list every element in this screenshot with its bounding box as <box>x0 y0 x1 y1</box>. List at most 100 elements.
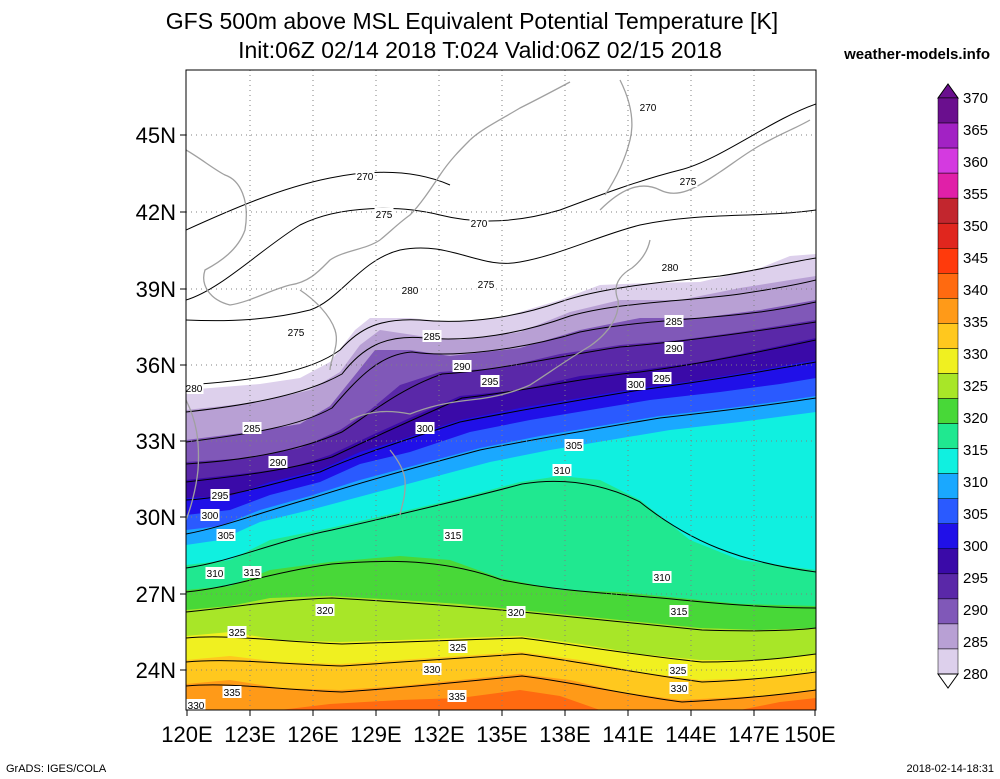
gridlines <box>186 70 816 710</box>
contour-label: 270 <box>640 103 657 114</box>
contour-label-bg <box>668 664 688 676</box>
contour-label: 275 <box>376 210 393 221</box>
contour-label: 270 <box>357 172 374 183</box>
map-title: GFS 500m above MSL Equivalent Potential … <box>165 8 779 34</box>
contour-label-bg <box>669 605 689 617</box>
contour-label-bg <box>678 175 698 187</box>
colorbar-swatch <box>937 222 959 249</box>
lon-label: 120E <box>161 722 212 747</box>
colorbar-swatch <box>937 598 959 625</box>
lat-label: 39N <box>136 277 176 302</box>
contour-label: 315 <box>244 568 261 579</box>
colorbar-label: 330 <box>963 346 988 363</box>
colorbar-arrow-top <box>937 83 959 99</box>
contour-label: 315 <box>445 531 462 542</box>
contour-label-bg <box>564 439 584 451</box>
theta-e-field: 270 270 270 275 275 275 275 280 280 280 285 285 285 2… <box>186 70 816 712</box>
contour-label-bg <box>268 456 288 468</box>
contour-label: 305 <box>218 531 235 542</box>
colorbar-swatch <box>937 573 959 600</box>
colorbar-label: 305 <box>963 506 988 523</box>
colorbar-swatch <box>937 122 959 149</box>
contour-label: 275 <box>288 328 305 339</box>
longitude-labels: 120E 123E 126E 129E 132E 135E 138E 141E … <box>161 722 835 747</box>
map-subtitle: Init:06Z 02/14 2018 T:024 Valid:06Z 02/1… <box>238 37 722 63</box>
contour-label-bg <box>286 326 306 338</box>
lon-label: 129E <box>350 722 401 747</box>
contour-label-bg <box>227 626 247 638</box>
colorbar-swatch <box>937 473 959 499</box>
contour-label: 290 <box>270 458 287 469</box>
band-darkorange-east <box>740 698 816 710</box>
colorbar-swatch <box>937 298 959 324</box>
colorbar-swatch <box>937 423 959 449</box>
contour-label: 335 <box>224 688 241 699</box>
contour-label: 325 <box>670 666 687 677</box>
colorbar-label: 365 <box>963 122 988 139</box>
colorbar-swatch <box>937 648 959 675</box>
colorbar-label: 320 <box>963 410 988 427</box>
contour-label: 290 <box>666 344 683 355</box>
colorbar-swatch <box>937 348 959 374</box>
contour-label-bg <box>469 217 489 229</box>
contour-label: 295 <box>482 377 499 388</box>
contour-label: 305 <box>566 441 583 452</box>
contour-label-bg <box>200 509 220 521</box>
contour-label-bg <box>669 682 689 694</box>
contour-label-bg <box>480 375 500 387</box>
contour-label: 330 <box>424 665 441 676</box>
contour-label-bg <box>186 699 206 710</box>
lat-label: 36N <box>136 353 176 378</box>
contour-labels: 270 270 270 275 275 275 275 280 280 280 285 285 285 2… <box>186 101 698 712</box>
contour-label: 300 <box>202 511 219 522</box>
contour-label-bg <box>216 529 236 541</box>
colorbar-swatch <box>937 197 959 224</box>
lat-label: 27N <box>136 582 176 607</box>
band-darkorange <box>280 690 600 710</box>
contour-label-bg <box>452 360 472 372</box>
contour-label-bg <box>664 342 684 354</box>
contour-label: 315 <box>671 607 688 618</box>
colorbar-label: 310 <box>963 474 988 491</box>
colorbar-label: 280 <box>963 666 988 683</box>
contour-label-bg <box>415 422 435 434</box>
contour-label-bg <box>552 464 572 476</box>
contour-label-bg <box>242 422 262 434</box>
contour-label-bg <box>652 372 672 384</box>
colorbar-swatch <box>937 523 959 550</box>
colorbar-label: 285 <box>963 634 988 651</box>
contour-label: 320 <box>317 606 334 617</box>
lat-label: 33N <box>136 429 176 454</box>
site-credit: weather-models.info <box>844 46 990 63</box>
contour-label: 300 <box>628 380 645 391</box>
contour-label-bg <box>422 663 442 675</box>
colorbar-swatch <box>937 273 959 299</box>
colorbar-label: 335 <box>963 314 988 331</box>
contour-label-bg <box>222 686 242 698</box>
contour-label-bg <box>660 261 680 273</box>
colorbar-arrow-bottom <box>937 673 959 689</box>
contour-label: 310 <box>554 466 571 477</box>
contour-label: 275 <box>478 280 495 291</box>
contour-label-bg <box>626 378 646 390</box>
colorbar-label: 295 <box>963 570 988 587</box>
contour-label-bg <box>400 284 420 296</box>
colorbar-swatch <box>937 498 959 524</box>
contour-label: 335 <box>449 692 466 703</box>
footer-timestamp: 2018-02-14-18:31 <box>906 763 994 775</box>
contour-label: 330 <box>188 701 205 712</box>
colorbar-label: 360 <box>963 154 988 171</box>
contour-label: 275 <box>680 177 697 188</box>
contour-label: 280 <box>186 384 203 395</box>
colorbar-swatch <box>937 623 959 650</box>
colorbar-label: 350 <box>963 218 988 235</box>
lon-label: 144E <box>665 722 716 747</box>
band-orange <box>186 674 816 710</box>
contour-label-bg <box>210 489 230 501</box>
contour-label: 285 <box>244 424 261 435</box>
contour-label: 320 <box>508 608 525 619</box>
lon-label: 138E <box>539 722 590 747</box>
contour-label: 295 <box>212 491 229 502</box>
lon-label: 135E <box>476 722 527 747</box>
